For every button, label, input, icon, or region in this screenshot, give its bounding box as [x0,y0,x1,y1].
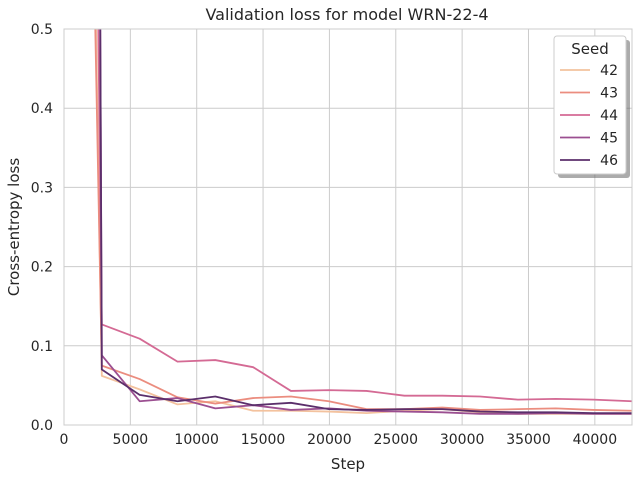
x-tick-label: 10000 [174,432,219,448]
legend-entry-42: 42 [600,63,618,79]
y-tick-label: 0.2 [31,260,53,276]
legend-entry-46: 46 [600,153,618,169]
x-tick-label: 20000 [307,432,352,448]
x-tick-label: 0 [60,432,69,448]
series-line-46 [99,29,632,415]
series-line-43 [94,29,632,412]
legend-entry-44: 44 [600,108,618,124]
grid [63,28,632,426]
y-tick-label: 0.4 [31,101,53,117]
x-tick-label: 40000 [573,432,618,448]
x-tick-labels: 0 5000 10000 15000 20000 25000 30000 35000 40000 [60,432,618,448]
legend-items: 42 43 44 45 46 [560,63,618,169]
y-tick-labels: 0.0 0.1 0.2 0.3 0.4 0.5 [31,22,53,434]
series-layer [94,29,632,415]
x-tick-label: 15000 [241,432,286,448]
y-tick-label: 0.1 [31,339,53,355]
legend: Seed 42 43 44 45 46 [553,35,630,178]
x-tick-label: 30000 [440,432,485,448]
legend-title: Seed [571,40,609,58]
y-tick-label: 0.3 [31,180,53,196]
x-axis-label: Step [331,455,365,473]
x-tick-label: 5000 [113,432,149,448]
y-axis-label: Cross-entropy loss [5,158,23,296]
chart-title: Validation loss for model WRN-22-4 [205,5,488,24]
y-tick-label: 0.5 [31,22,53,38]
legend-entry-45: 45 [600,131,618,147]
y-tick-label: 0.0 [31,418,53,434]
series-line-42 [95,29,632,415]
legend-entry-43: 43 [600,86,618,102]
x-tick-label: 25000 [374,432,419,448]
x-tick-label: 35000 [506,432,551,448]
series-line-45 [99,29,632,415]
plot-frame [63,28,633,426]
series-line-44 [97,29,632,403]
